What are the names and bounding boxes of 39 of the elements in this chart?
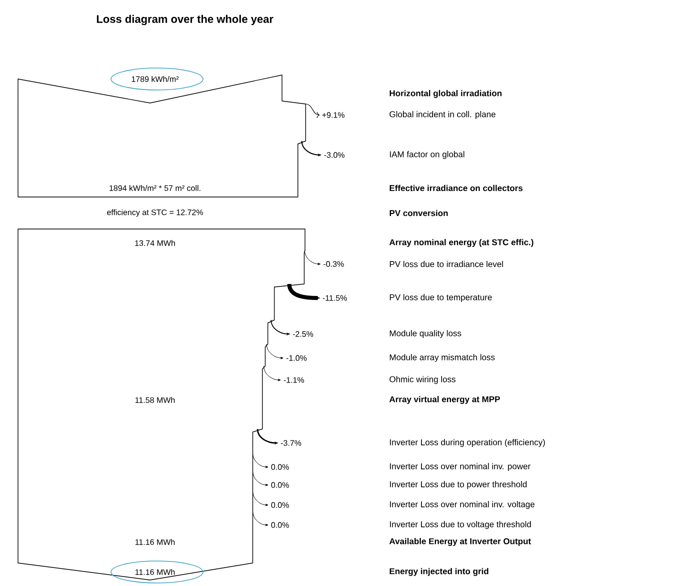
category-label: PV loss due to temperature	[390, 294, 492, 302]
category-label: Module quality loss	[390, 330, 462, 338]
text: Loss diagram over the whole year	[96, 14, 274, 26]
category-label: Array nominal energy (at STC effic.)	[389, 239, 534, 247]
data-label: -0.3%	[324, 261, 344, 267]
data-label: -11.5%	[322, 295, 347, 301]
text: 11.16 MWh	[135, 539, 175, 545]
category-label: Available Energy at Inverter Output	[389, 538, 531, 546]
category-label: Module array mismatch loss	[390, 354, 495, 362]
data-label: 0.0%	[271, 464, 289, 470]
category-label: Inverter Loss due to power threshold	[390, 481, 527, 489]
text: 11.58 MWh	[135, 397, 175, 403]
category-label: Energy injected into grid	[390, 568, 488, 576]
text: 11.16 MWh	[135, 569, 175, 575]
category-label: PV conversion	[390, 210, 448, 216]
data-label: 0.0%	[271, 482, 289, 488]
text: 1894 kWh/m² * 57 m² coll.	[110, 185, 200, 191]
category-label: PV loss due to irradiance level	[390, 260, 503, 268]
category-label: IAM factor on global	[390, 151, 464, 159]
category-label: Inverter Loss over nominal inv. voltage	[390, 501, 534, 509]
category-label: Inverter Loss during operation (efficiency)	[390, 439, 545, 447]
category-label: Ohmic wiring loss	[390, 376, 456, 384]
data-label: +9.1%	[322, 112, 344, 118]
data-label: -1.0%	[286, 355, 307, 361]
data-label: -3.0%	[324, 152, 344, 158]
data-label: -3.7%	[280, 440, 302, 446]
category-label: Inverter Loss due to voltage threshold	[390, 521, 531, 529]
text: 13.74 MWh	[135, 240, 175, 246]
category-label: Inverter Loss over nominal inv. power	[390, 463, 530, 471]
data-label: 0.0%	[271, 502, 289, 508]
text: efficiency at STC = 12.72%	[107, 209, 203, 217]
category-label: Array virtual energy at MPP	[389, 396, 500, 404]
text: 1789 kWh/m²	[132, 76, 179, 82]
data-label: -2.5%	[292, 331, 314, 337]
category-label: Effective irradiance on collectors	[390, 184, 523, 192]
category-label: Global incident in coll. plane	[390, 111, 496, 119]
category-label: Horizontal global irradiation	[390, 90, 502, 98]
data-label: -1.1%	[284, 377, 304, 383]
data-label: 0.0%	[271, 522, 289, 528]
